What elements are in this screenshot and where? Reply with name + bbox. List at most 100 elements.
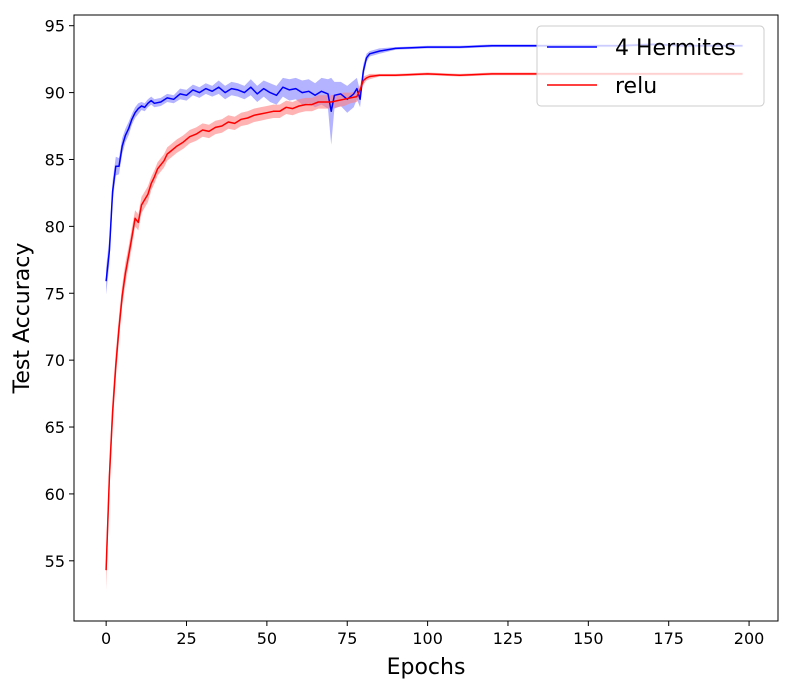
x-tick-label: 125 [493,629,524,648]
point-4-hermites [154,103,156,105]
point-4-hermites [109,250,111,252]
point-4-hermites [173,99,175,101]
point-4-hermites [231,88,233,90]
y-tick-label: 60 [45,485,65,504]
point-relu [285,107,287,109]
point-4-hermites [321,91,323,93]
point-relu [202,129,204,131]
point-relu [459,74,461,76]
point-4-hermites [269,92,271,94]
point-relu [395,74,397,76]
point-4-hermites [134,112,136,114]
point-relu [138,222,140,224]
point-4-hermites [327,93,329,95]
point-4-hermites [356,88,358,90]
point-relu [324,101,326,103]
point-4-hermites [256,93,258,95]
point-4-hermites [459,46,461,48]
point-relu [273,111,275,113]
point-relu [253,115,255,117]
point-relu [131,236,133,238]
y-tick-label: 65 [45,418,65,437]
point-relu [166,153,168,155]
point-4-hermites [147,103,149,105]
point-4-hermites [150,100,152,102]
point-4-hermites [121,145,123,147]
point-relu [150,183,152,185]
point-relu [154,176,156,178]
point-4-hermites [199,92,201,94]
point-relu [427,73,429,75]
point-relu [157,168,159,170]
series-lines [105,43,743,571]
y-tick-label: 95 [45,17,65,36]
point-4-hermites [112,191,114,193]
point-relu [141,204,143,206]
y-tick-label: 85 [45,150,65,169]
point-4-hermites [353,93,355,95]
point-relu [195,133,197,135]
point-relu [118,327,120,329]
x-tick-label: 0 [101,629,111,648]
point-relu [350,97,352,99]
x-axis-label: Epochs [387,655,466,680]
y-axis-ticks: 55 60 65 70 75 80 85 90 95 [45,17,74,571]
point-4-hermites [166,97,168,99]
point-4-hermites [427,46,429,48]
point-relu [379,74,381,76]
y-tick-label: 55 [45,552,65,571]
point-4-hermites [128,128,130,130]
point-4-hermites [141,105,143,107]
x-tick-label: 50 [257,629,277,648]
point-relu [337,100,339,102]
point-4-hermites [308,91,310,93]
x-axis-ticks: 0 25 50 75 100 125 150 175 200 [101,621,764,648]
x-tick-label: 150 [573,629,604,648]
legend-label-4-hermites: 4 Hermites [615,36,736,61]
x-tick-label: 100 [412,629,443,648]
point-relu [523,73,525,75]
point-4-hermites [295,88,297,90]
point-4-hermites [314,95,316,97]
y-tick-label: 75 [45,284,65,303]
x-tick-label: 75 [337,629,357,648]
point-relu [189,136,191,138]
point-4-hermites [186,95,188,97]
point-relu [247,117,249,119]
point-relu [228,121,230,123]
point-relu [121,295,123,297]
line-4-hermites [105,43,743,282]
point-4-hermites [218,86,220,88]
x-tick-label: 25 [176,629,196,648]
point-relu [221,125,223,127]
point-4-hermites [289,89,291,91]
point-relu [369,76,371,78]
point-4-hermites [205,88,207,90]
band-relu [106,72,743,591]
point-relu [160,164,162,166]
legend: 4 Hermites relu [536,25,765,107]
point-relu [163,160,165,162]
point-relu [343,99,345,101]
point-4-hermites [144,107,146,109]
confidence-bands [106,43,743,591]
point-relu [363,80,365,82]
legend-label-relu: relu [615,74,657,99]
point-4-hermites [105,280,107,282]
point-4-hermites [330,111,332,113]
point-4-hermites [395,48,397,50]
point-relu [109,476,111,478]
point-relu [266,112,268,114]
point-relu [234,123,236,125]
point-relu [147,194,149,196]
point-4-hermites [276,95,278,97]
point-relu [125,272,127,274]
point-relu [260,113,262,115]
point-4-hermites [125,135,127,137]
point-4-hermites [244,92,246,94]
point-4-hermites [282,86,284,88]
point-relu [491,73,493,75]
point-relu [215,127,217,129]
point-4-hermites [250,86,252,88]
y-axis-label: Test Accuracy [10,243,35,395]
